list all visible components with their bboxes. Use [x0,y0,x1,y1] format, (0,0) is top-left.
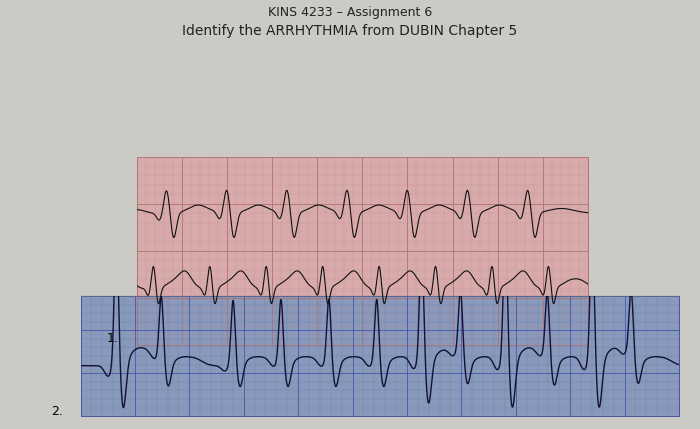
Text: KINS 4233 – Assignment 6: KINS 4233 – Assignment 6 [268,6,432,19]
Text: 2.: 2. [51,405,63,418]
Text: Identify the ARRHYTHMIA from DUBIN Chapter 5: Identify the ARRHYTHMIA from DUBIN Chapt… [183,24,517,38]
Text: 1.: 1. [107,332,119,345]
Bar [80,296,679,416]
Bar [136,157,588,345]
